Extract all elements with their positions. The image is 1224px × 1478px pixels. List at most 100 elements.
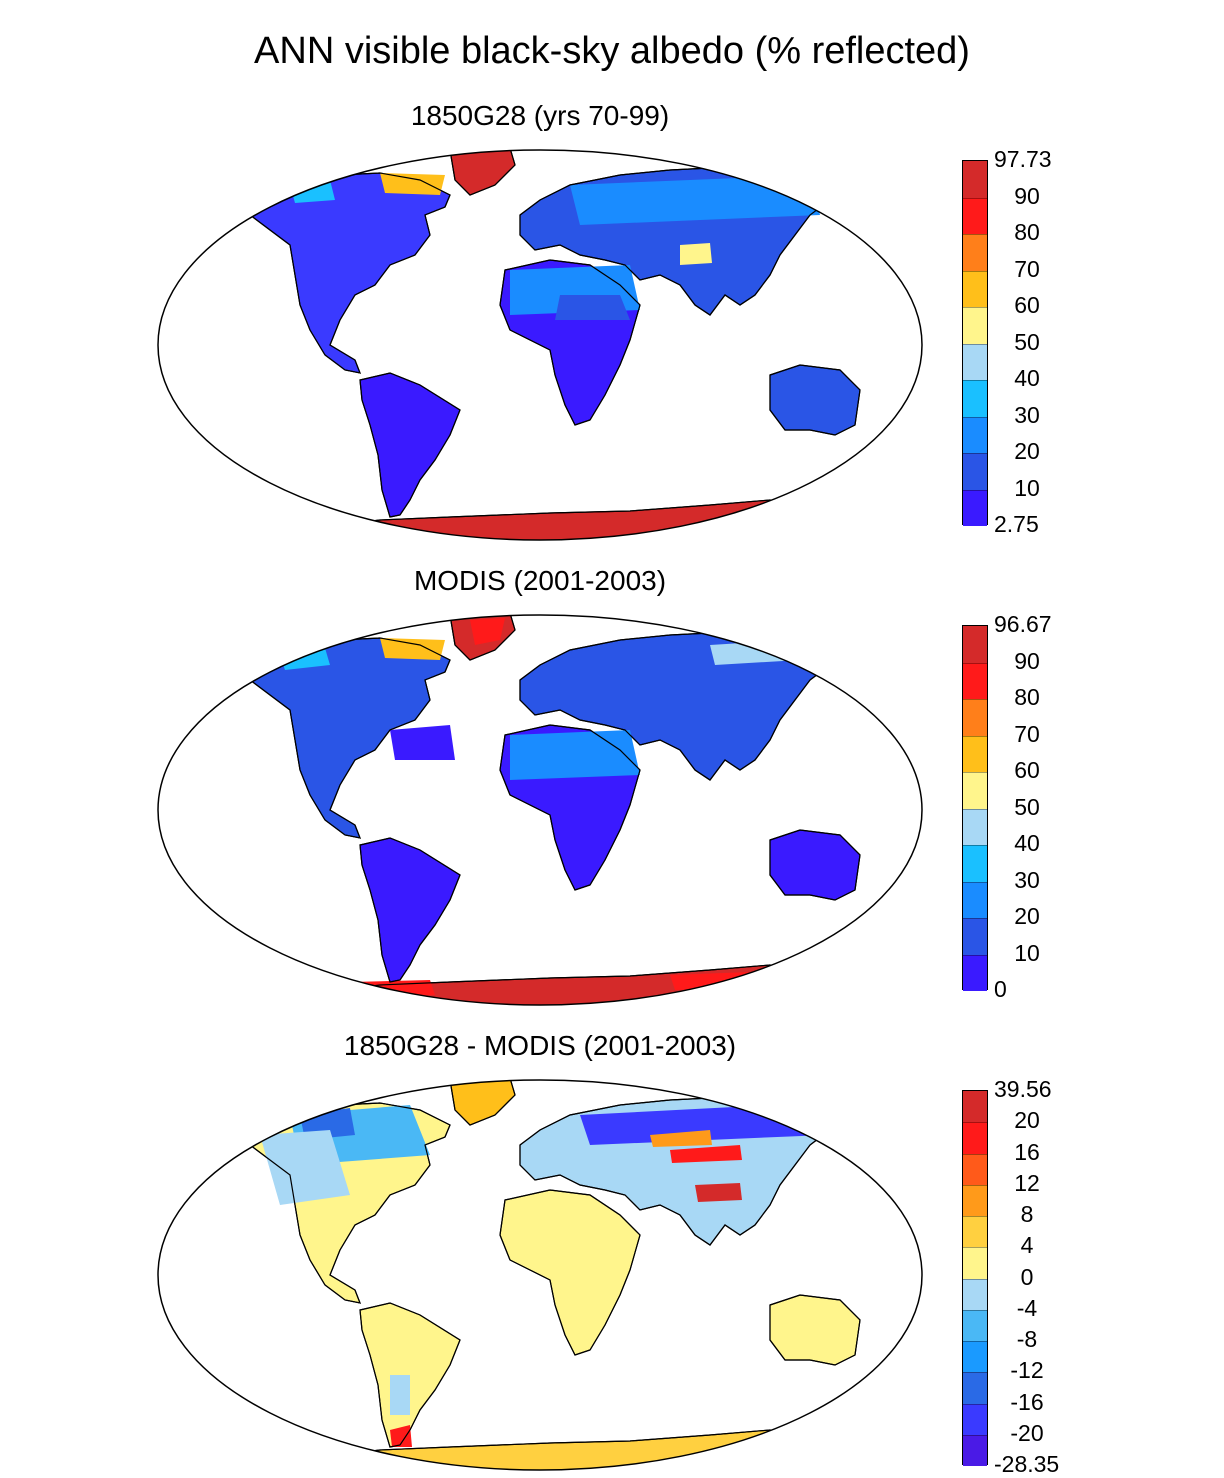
colorbar-label: 10 <box>1014 474 1040 501</box>
coastline <box>359 1302 461 1448</box>
colorbar-segment <box>963 380 987 417</box>
continent-north-america <box>249 172 451 374</box>
panel-title: MODIS (2001-2003) <box>413 565 667 596</box>
colorbar-label: 16 <box>1014 1138 1040 1165</box>
colorbar-label: 50 <box>1014 793 1040 820</box>
colorbar-label: 20 <box>1014 1107 1040 1134</box>
colorbar-label: 80 <box>1014 684 1040 710</box>
colorbar-segment <box>963 699 987 736</box>
colorbar-segment <box>963 1184 987 1216</box>
albedo-patch <box>650 1130 712 1147</box>
colorbar <box>962 1090 988 1466</box>
colorbar-label: -8 <box>1016 1326 1038 1352</box>
colorbar-segment <box>963 270 987 307</box>
colorbar-label: 0 <box>1020 1263 1034 1290</box>
coastline <box>249 637 451 839</box>
albedo-patch <box>390 725 455 760</box>
continent-australia <box>769 364 861 436</box>
coastline <box>359 837 461 983</box>
colorbar-label: 12 <box>1014 1169 1040 1196</box>
colorbar-label: 70 <box>1014 720 1040 747</box>
colorbar-segment <box>963 845 987 882</box>
coastline <box>249 1102 451 1304</box>
world-map <box>157 1079 923 1471</box>
albedo-patch <box>260 1130 350 1205</box>
colorbar-segment <box>963 735 987 772</box>
coastline <box>449 615 516 661</box>
colorbar-label: 90 <box>1014 182 1040 209</box>
colorbar <box>962 625 988 991</box>
colorbar-label: 96.67 <box>994 611 1052 637</box>
colorbar-segment <box>963 307 987 344</box>
colorbar-segment <box>963 1434 987 1466</box>
albedo-patch <box>380 173 445 195</box>
continent-australia <box>769 1294 861 1366</box>
colorbar-label: 80 <box>1014 219 1040 245</box>
colorbar-label: 90 <box>1014 647 1040 674</box>
colorbar-label: -4 <box>1016 1294 1038 1321</box>
colorbar-label: 60 <box>1014 757 1040 783</box>
albedo-patch <box>510 730 640 780</box>
coastline <box>769 364 861 436</box>
coastline <box>499 1189 641 1356</box>
colorbar-label: 2.75 <box>994 511 1039 537</box>
coastline <box>499 724 641 891</box>
colorbar-segment <box>963 1122 987 1154</box>
colorbar-segment <box>963 1153 987 1185</box>
colorbar-segment <box>963 161 987 198</box>
coastline <box>769 1294 861 1366</box>
colorbar-label: -28.35 <box>994 1451 1060 1477</box>
colorbar-label: 10 <box>1014 939 1040 966</box>
colorbar-segment <box>963 662 987 699</box>
colorbar <box>962 160 988 526</box>
colorbar-label: -16 <box>1010 1388 1044 1415</box>
panel-title: 1850G28 (yrs 70-99) <box>410 100 670 131</box>
map-frame <box>157 614 923 1006</box>
panel-title: 1850G28 - MODIS (2001-2003) <box>343 1030 737 1061</box>
colorbar-label: 4 <box>1020 1232 1034 1259</box>
colorbar-segment <box>963 881 987 918</box>
coastline <box>499 259 641 426</box>
albedo-patch <box>390 1375 410 1415</box>
colorbar-segment <box>963 1278 987 1310</box>
colorbar-segment <box>963 772 987 809</box>
colorbar-label: 8 <box>1020 1201 1034 1227</box>
colorbar-segment <box>963 918 987 955</box>
colorbar-segment <box>963 1372 987 1404</box>
colorbar-segment <box>963 1091 987 1123</box>
coastline <box>449 1080 516 1126</box>
albedo-patch <box>670 1145 742 1163</box>
world-map <box>157 614 923 1006</box>
albedo-patch <box>380 638 445 660</box>
coastline <box>449 150 516 196</box>
colorbar-label: -20 <box>1010 1419 1044 1446</box>
continent-australia <box>769 829 861 901</box>
colorbar-label: 0 <box>994 976 1007 1002</box>
colorbar-segment <box>963 197 987 234</box>
colorbar-label: 20 <box>1014 438 1040 464</box>
albedo-patch <box>470 618 505 645</box>
colorbar-segment <box>963 1309 987 1341</box>
albedo-patch <box>680 243 712 265</box>
world-map <box>157 149 923 541</box>
colorbar-label: 39.56 <box>994 1076 1052 1102</box>
albedo-patch <box>290 180 335 203</box>
colorbar-segment <box>963 1216 987 1248</box>
albedo-patch <box>390 1425 412 1447</box>
colorbar-label: 40 <box>1014 365 1040 391</box>
colorbar-segment <box>963 489 987 526</box>
albedo-patch <box>555 295 630 320</box>
colorbar-label: -12 <box>1010 1357 1044 1384</box>
colorbar-segment <box>963 416 987 453</box>
map-frame <box>157 149 923 541</box>
colorbar-segment <box>963 626 987 663</box>
coastline <box>359 372 461 518</box>
main-title: ANN visible black-sky albedo (% reflecte… <box>254 30 970 72</box>
colorbar-label: 30 <box>1014 401 1040 428</box>
colorbar-segment <box>963 1403 987 1435</box>
colorbar-segment <box>963 1341 987 1373</box>
colorbar-label: 30 <box>1014 866 1040 893</box>
colorbar-segment <box>963 343 987 380</box>
colorbar-segment <box>963 453 987 490</box>
colorbar-label: 40 <box>1014 830 1040 856</box>
